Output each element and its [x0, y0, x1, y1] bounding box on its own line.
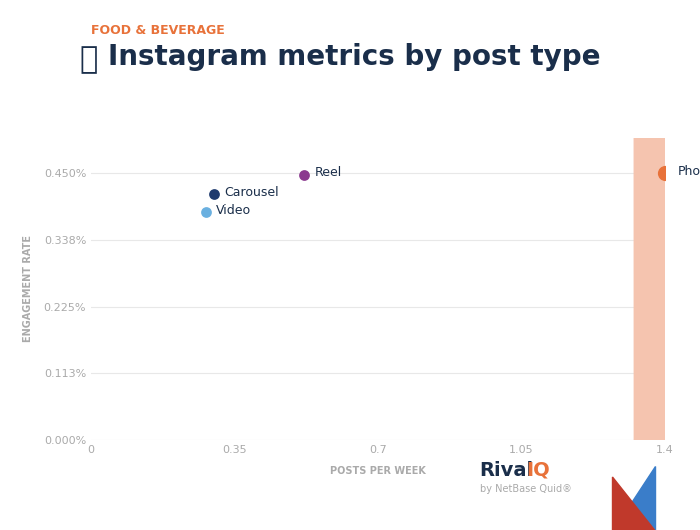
- Text: IQ: IQ: [526, 461, 550, 480]
- Text: Reel: Reel: [314, 166, 342, 179]
- Text: Carousel: Carousel: [224, 186, 279, 199]
- Text: Rival: Rival: [480, 461, 533, 480]
- Y-axis label: ENGAGEMENT RATE: ENGAGEMENT RATE: [22, 235, 32, 342]
- X-axis label: POSTS PER WEEK: POSTS PER WEEK: [330, 466, 426, 476]
- Circle shape: [634, 0, 696, 530]
- Text: Instagram metrics by post type: Instagram metrics by post type: [108, 43, 601, 72]
- Text: Photo: Photo: [678, 165, 700, 178]
- Text: ⓘ: ⓘ: [79, 45, 97, 74]
- Point: [659, 169, 671, 178]
- Text: FOOD & BEVERAGE: FOOD & BEVERAGE: [91, 24, 225, 37]
- Text: by NetBase Quid®: by NetBase Quid®: [480, 484, 571, 494]
- Point: [209, 190, 220, 198]
- Text: Video: Video: [216, 204, 251, 217]
- Point: [200, 208, 211, 216]
- Point: [299, 170, 310, 179]
